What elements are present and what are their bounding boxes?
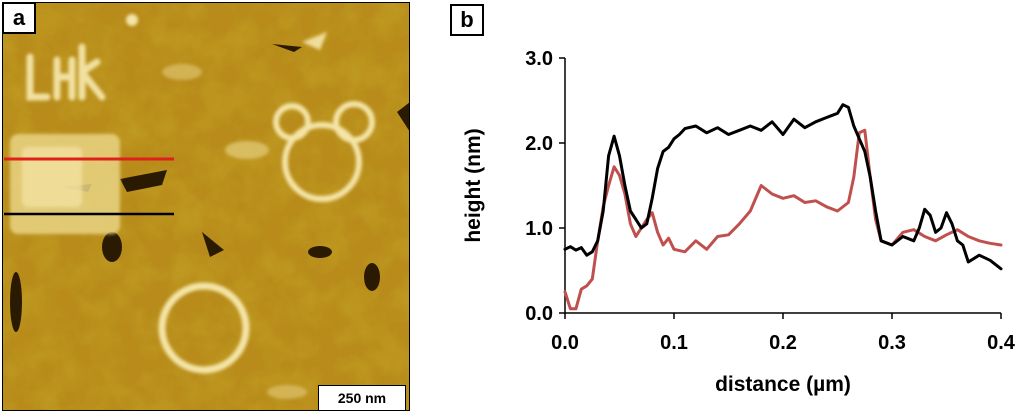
y-axis-label: height (nm) bbox=[462, 128, 485, 242]
x-tick-label: 0.4 bbox=[987, 332, 1016, 354]
panel-a-label: a bbox=[2, 2, 36, 34]
x-tick-label: 0.2 bbox=[769, 332, 797, 354]
y-tick-label: 2.0 bbox=[525, 133, 553, 155]
y-tick-label: 0.0 bbox=[525, 303, 553, 325]
chart-series bbox=[563, 103, 1003, 311]
x-tick-label: 0.1 bbox=[660, 332, 688, 354]
afm-height-image bbox=[2, 2, 410, 411]
height-profile-chart: 0.0 1.0 2.0 3.0 0.0 0.1 0.2 0.3 0.4 distance (µm… bbox=[462, 48, 1016, 396]
red-line-profile-line bbox=[563, 128, 1003, 311]
panel-a: a 250 nm bbox=[0, 0, 412, 413]
panel-b-label: b bbox=[450, 4, 484, 36]
y-tick-label: 1.0 bbox=[525, 218, 553, 240]
x-axis-label: distance (µm) bbox=[715, 373, 851, 396]
x-tick-label: 0.3 bbox=[878, 332, 906, 354]
scale-bar-label: 250 nm bbox=[318, 385, 406, 411]
y-tick-label: 3.0 bbox=[525, 48, 553, 70]
black-line-profile-line bbox=[563, 103, 1003, 271]
x-tick-label: 0.0 bbox=[551, 332, 579, 354]
chart-axes: 0.0 1.0 2.0 3.0 0.0 0.1 0.2 0.3 0.4 bbox=[525, 48, 1016, 354]
panel-b: b 0.0 1.0 2.0 3.0 0.0 0.1 0.2 0.3 0.4 distance (… bbox=[420, 0, 1024, 413]
